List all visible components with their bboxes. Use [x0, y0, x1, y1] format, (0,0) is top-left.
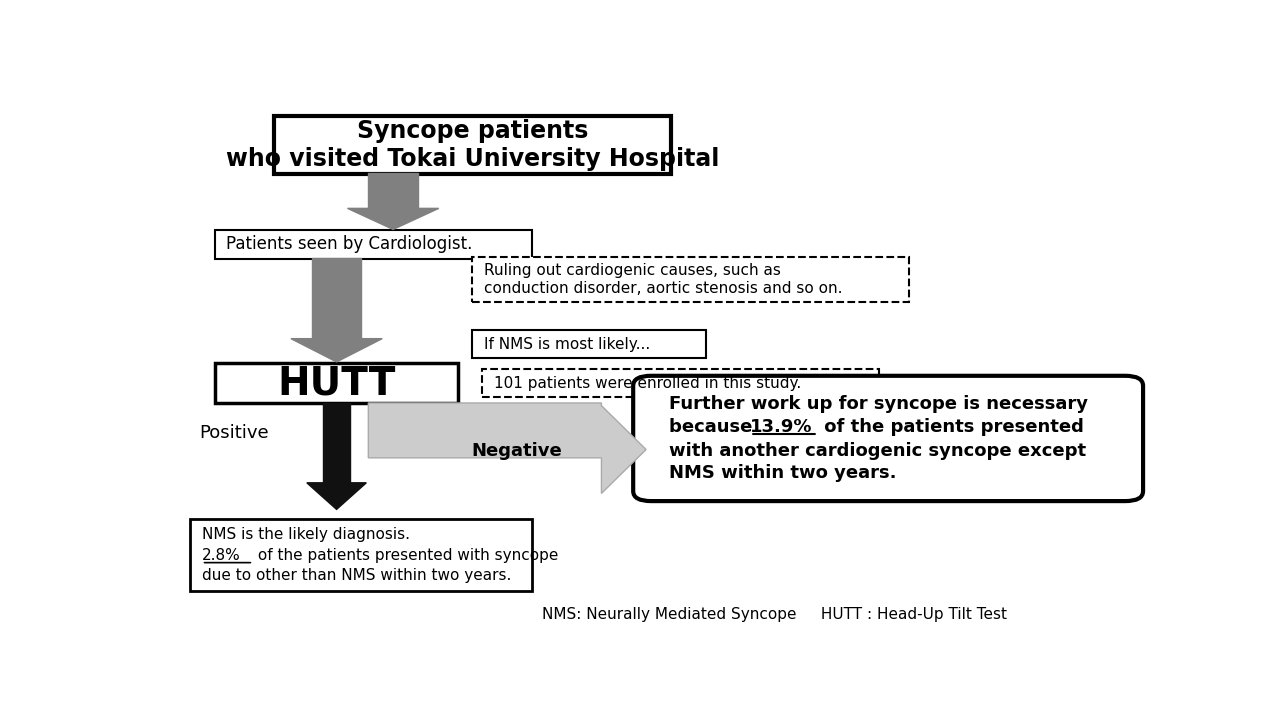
Polygon shape: [369, 403, 646, 493]
Text: If NMS is most likely...: If NMS is most likely...: [484, 337, 650, 351]
Polygon shape: [347, 208, 439, 230]
Text: because: because: [669, 418, 759, 436]
Text: NMS: Neurally Mediated Syncope     HUTT : Head-Up Tilt Test: NMS: Neurally Mediated Syncope HUTT : He…: [541, 607, 1007, 621]
Bar: [472, 256, 909, 302]
Text: 2.8%: 2.8%: [202, 549, 241, 564]
Text: NMS within two years.: NMS within two years.: [669, 464, 896, 482]
Text: 13.9%: 13.9%: [750, 418, 813, 436]
Text: with another cardiogenic syncope except: with another cardiogenic syncope except: [669, 441, 1085, 459]
Text: of the patients presented with syncope: of the patients presented with syncope: [253, 549, 558, 564]
Bar: [472, 330, 705, 358]
Text: of the patients presented: of the patients presented: [818, 418, 1084, 436]
Bar: [215, 230, 532, 258]
Text: Negative: Negative: [472, 441, 562, 459]
Text: Patients seen by Cardiologist.: Patients seen by Cardiologist.: [227, 235, 472, 253]
Polygon shape: [323, 403, 351, 483]
Polygon shape: [312, 258, 361, 338]
FancyBboxPatch shape: [634, 376, 1143, 501]
Bar: [215, 363, 458, 403]
Text: 101 patients were enrolled in this study.: 101 patients were enrolled in this study…: [494, 376, 801, 390]
Polygon shape: [307, 483, 366, 510]
Text: Syncope patients
who visited Tokai University Hospital: Syncope patients who visited Tokai Unive…: [225, 119, 719, 171]
Text: due to other than NMS within two years.: due to other than NMS within two years.: [202, 568, 511, 583]
Polygon shape: [369, 174, 417, 208]
Bar: [483, 369, 879, 397]
Text: Positive: Positive: [200, 424, 269, 442]
Bar: [189, 519, 532, 591]
Text: HUTT: HUTT: [276, 364, 396, 402]
Bar: [274, 115, 671, 174]
Text: Further work up for syncope is necessary: Further work up for syncope is necessary: [669, 395, 1088, 413]
Polygon shape: [291, 338, 383, 362]
Text: NMS is the likely diagnosis.: NMS is the likely diagnosis.: [202, 528, 410, 542]
Text: Ruling out cardiogenic causes, such as
conduction disorder, aortic stenosis and : Ruling out cardiogenic causes, such as c…: [484, 263, 844, 295]
